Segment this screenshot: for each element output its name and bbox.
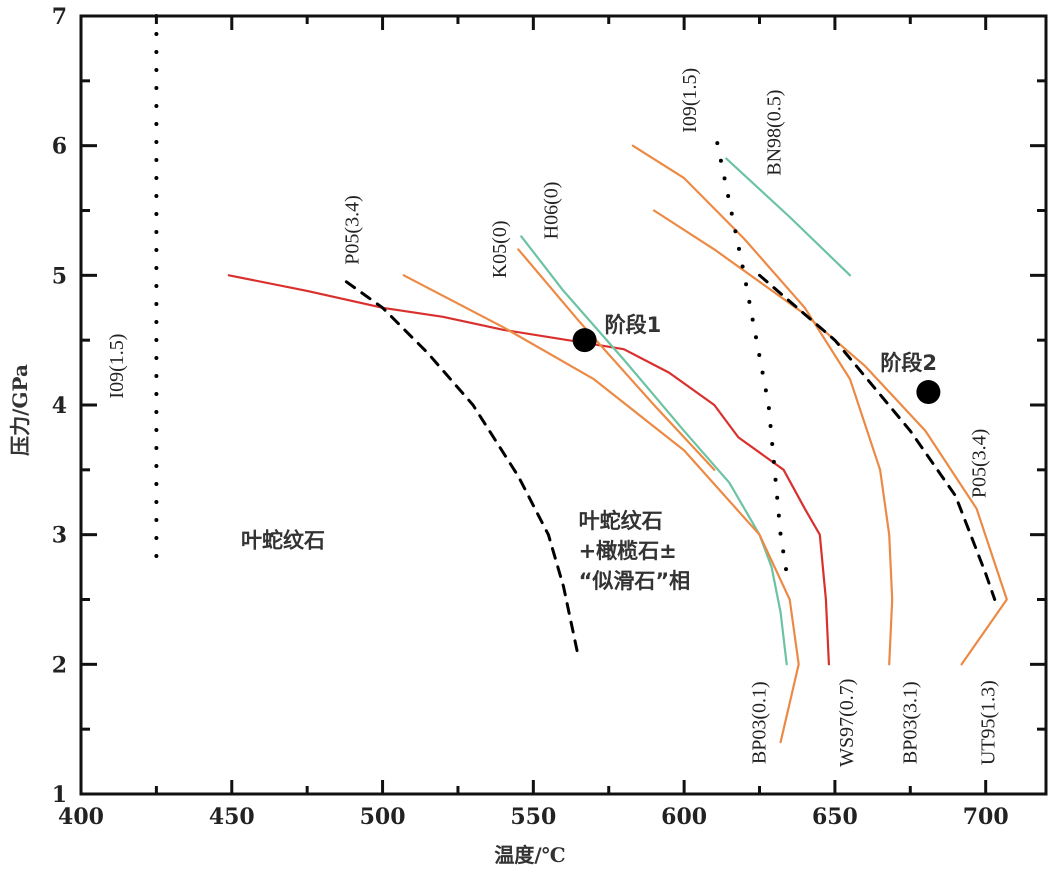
x-tick-label: 700: [963, 804, 1009, 830]
y-tick-label: 3: [52, 523, 67, 549]
curve-p05-3-4: [344, 280, 581, 660]
x-tick-label: 650: [812, 804, 858, 830]
stage-point-2: [916, 380, 941, 405]
x-tick-label: 450: [209, 804, 255, 830]
curve-label: WS97(0.7): [836, 679, 858, 767]
curve-label: BP03(0.1): [749, 681, 771, 764]
x-tick-label: 600: [661, 804, 707, 830]
y-tick-label: 5: [52, 263, 67, 289]
stage-label-2: 阶段2: [880, 351, 937, 375]
x-tick-label: 400: [58, 804, 104, 830]
curve-label: UT95(1.3): [978, 680, 1000, 765]
curve-label: BN98(0.5): [764, 90, 786, 176]
y-tick-label: 4: [52, 393, 67, 419]
curve-bp03-3-1: [631, 144, 894, 666]
stage-point-1: [572, 328, 597, 353]
curve-label: P05(3.4): [341, 195, 363, 264]
curve-label: I09(1.5): [106, 334, 128, 399]
region-label-line: 叶蛇纹石: [579, 509, 663, 533]
x-tick-label: 550: [510, 804, 556, 830]
curve-label: K05(0): [489, 221, 511, 279]
curve-label: P05(3.4): [969, 429, 991, 498]
curve-h06-0: [517, 248, 716, 471]
y-axis-title: 压力/GPa: [8, 364, 32, 456]
curve-i09-1-5: [715, 141, 789, 576]
curves-layer: [154, 14, 1008, 744]
x-axis-title: 温度/℃: [494, 843, 565, 867]
region-label-line: “似滑石”相: [579, 569, 691, 593]
ticks-layer: 400 450 500 550 600 650 700 1 2 3 4 5 6 7: [52, 4, 1046, 830]
curve-label: I09(1.5): [679, 68, 701, 133]
curve-ws97-0-7: [227, 274, 830, 666]
labels-layer: I09(1.5) P05(3.4) K05(0) H06(0) I09(1.5) BN98…: [106, 68, 1000, 767]
curve-ut95-1-3: [652, 209, 1008, 666]
y-tick-label: 7: [52, 4, 67, 30]
region-label-line: +橄榄石±: [579, 539, 677, 563]
region-label-line: 叶蛇纹石: [241, 529, 325, 553]
x-tick-label: 500: [360, 804, 406, 830]
y-tick-label: 6: [52, 134, 67, 160]
curve-label: H06(0): [541, 182, 563, 240]
points-layer: 阶段1 阶段2: [572, 313, 941, 405]
y-tick-label: 1: [52, 782, 67, 808]
curve-bn98-0-5: [725, 157, 852, 277]
curve-label: BP03(3.1): [899, 681, 921, 764]
curve-bp03-0-1: [402, 274, 800, 744]
curve-k05-0: [520, 235, 788, 666]
y-tick-label: 2: [52, 652, 67, 678]
curve-p05-3-4: [758, 273, 997, 601]
stage-label-1: 阶段1: [605, 313, 662, 337]
